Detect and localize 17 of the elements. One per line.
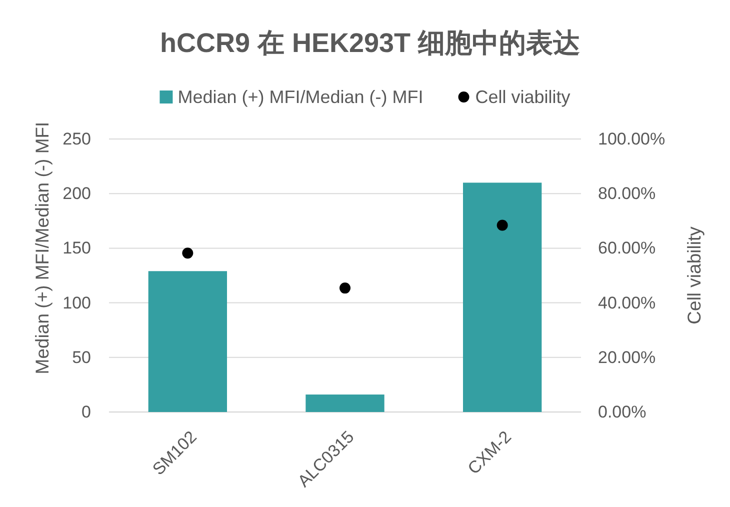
y-tick: 200 — [62, 184, 91, 204]
title: hCCR9 在 HEK293T 细胞中的表达 — [160, 28, 580, 58]
y-tick: 0 — [82, 402, 91, 422]
y2label: Cell viability — [684, 226, 704, 324]
y2-tick: 0.00% — [598, 402, 646, 422]
y2-tick: 80.00% — [598, 184, 656, 204]
y-tick: 250 — [62, 130, 91, 148]
ylabel: Median (+) MFI/Median (-) MFI — [32, 122, 52, 374]
y2-tick: 60.00% — [598, 238, 656, 258]
y-tick: 150 — [62, 238, 91, 258]
legend-label: Cell viability — [475, 87, 570, 107]
y2-tick: 20.00% — [598, 348, 656, 367]
y2-tick: 40.00% — [598, 293, 656, 312]
y-tick: 100 — [62, 293, 91, 312]
legend-label: Median (+) MFI/Median (-) MFI — [178, 87, 424, 107]
y2-tick: 100.00% — [598, 130, 666, 148]
y-tick: 50 — [72, 348, 91, 367]
